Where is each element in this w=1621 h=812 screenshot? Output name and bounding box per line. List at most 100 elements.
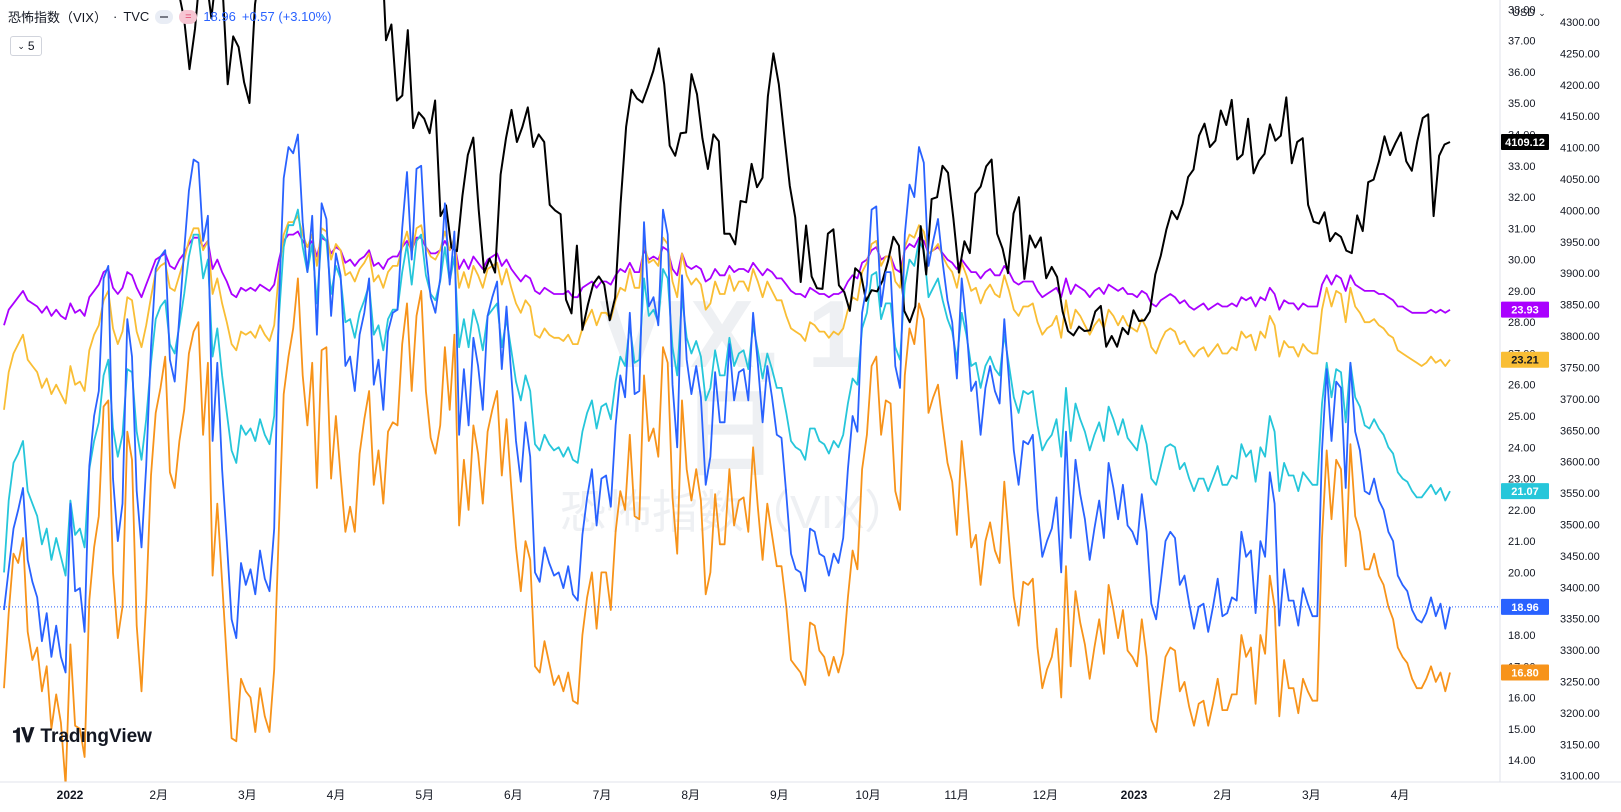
time-axis-tick: 4月 <box>1391 788 1410 802</box>
right-axis-tick: 3750.00 <box>1560 362 1600 374</box>
symbol-watermark: VIX, 1日 恐怖指数（VIX） <box>560 281 910 539</box>
right-axis-tick: 4150.00 <box>1560 111 1600 123</box>
right-axis-tick: 3800.00 <box>1560 331 1600 343</box>
last-value-label-cyan: 21.07 <box>1501 483 1549 500</box>
last-value-label-purple: 23.93 <box>1501 301 1549 318</box>
right-axis-tick: 4050.00 <box>1560 174 1600 186</box>
right-axis-tick: 3450.00 <box>1560 551 1600 563</box>
exchange-label: TVC <box>123 9 150 24</box>
left-axis-tick: 26.00 <box>1508 380 1536 392</box>
right-axis-tick: 4000.00 <box>1560 205 1600 217</box>
series-line-spx <box>179 0 1451 348</box>
left-axis-tick: 28.00 <box>1508 317 1536 329</box>
left-axis-tick: 25.00 <box>1508 411 1536 423</box>
title-separator: · <box>112 9 118 24</box>
svg-text:16.80: 16.80 <box>1511 668 1539 680</box>
series-line-cyan <box>3 208 1451 577</box>
series-line-yellow <box>3 214 1451 410</box>
right-axis-tick: 4250.00 <box>1560 48 1600 60</box>
left-axis-tick: 33.00 <box>1508 161 1536 173</box>
time-axis-tick: 9月 <box>770 788 789 802</box>
time-axis-tick: 3月 <box>1302 788 1321 802</box>
interval-toggle[interactable]: ⌄ 5 <box>10 36 42 56</box>
currency-label: USD <box>1512 7 1536 19</box>
right-axis-tick: 3400.00 <box>1560 582 1600 594</box>
left-axis-tick: 21.00 <box>1508 536 1536 548</box>
left-axis-tick: 30.00 <box>1508 255 1536 267</box>
left-axis-tick: 15.00 <box>1508 724 1536 736</box>
left-axis-tick: 22.00 <box>1508 505 1536 517</box>
currency-selector[interactable]: USD ⌄ <box>1512 7 1546 19</box>
price-change: +0.57 (+3.10%) <box>241 9 332 24</box>
left-axis-tick: 29.00 <box>1508 286 1536 298</box>
series-line-vix <box>3 133 1451 674</box>
left-axis-tick: 32.00 <box>1508 192 1536 204</box>
right-axis-tick: 3100.00 <box>1560 771 1600 783</box>
right-axis-tick: 4300.00 <box>1560 17 1600 29</box>
series-line-purple <box>3 230 1451 326</box>
last-value-label-orange: 16.80 <box>1501 664 1549 681</box>
right-axis-tick: 3250.00 <box>1560 677 1600 689</box>
left-axis-tick: 37.00 <box>1508 36 1536 48</box>
svg-text:21.07: 21.07 <box>1511 486 1539 498</box>
time-axis-tick: 2023 <box>1121 788 1148 802</box>
left-axis-tick: 24.00 <box>1508 442 1536 454</box>
left-axis-tick: 36.00 <box>1508 67 1536 79</box>
tradingview-wordmark: TradingView <box>40 725 152 747</box>
time-axis-tick: 2月 <box>1213 788 1232 802</box>
left-axis-tick: 14.00 <box>1508 755 1536 767</box>
left-axis-tick: 31.00 <box>1508 223 1536 235</box>
time-axis-tick: 4月 <box>327 788 346 802</box>
watermark-ticker: VIX, 1日 <box>599 281 861 488</box>
last-value-label-spx: 4109.12 <box>1501 133 1549 150</box>
legend-header: 恐怖指数（VIX） · TVC = 18.96 +0.57 (+3.10%) <box>8 7 331 26</box>
time-axis-tick: 3月 <box>238 788 257 802</box>
left-axis-tick: 35.00 <box>1508 98 1536 110</box>
right-axis-tick: 3300.00 <box>1560 645 1600 657</box>
right-axis-tick: 3200.00 <box>1560 708 1600 720</box>
interval-value: 5 <box>27 39 35 53</box>
tradingview-mark-icon: 𝟏𝐕 <box>12 725 34 747</box>
left-axis-tick: 23.00 <box>1508 474 1536 486</box>
right-axis-tick: 3350.00 <box>1560 614 1600 626</box>
visibility-toggle-icon[interactable] <box>155 9 174 24</box>
time-axis-tick: 2022 <box>57 788 84 802</box>
last-value-label-yellow: 23.21 <box>1501 351 1549 368</box>
left-axis-tick: 18.00 <box>1508 630 1536 642</box>
last-value-label-vix: 18.96 <box>1501 598 1549 615</box>
time-axis-tick: 12月 <box>1033 788 1058 802</box>
right-axis-tick: 4100.00 <box>1560 143 1600 155</box>
series-line-orange <box>3 277 1451 786</box>
symbol-title[interactable]: 恐怖指数（VIX） <box>8 10 107 25</box>
right-axis-tick: 3500.00 <box>1560 519 1600 531</box>
right-axis-tick: 3850.00 <box>1560 300 1600 312</box>
svg-text:4109.12: 4109.12 <box>1505 137 1545 149</box>
right-axis-tick: 3950.00 <box>1560 237 1600 249</box>
tradingview-logo[interactable]: 𝟏𝐕 TradingView <box>12 725 152 748</box>
time-axis-tick: 5月 <box>415 788 434 802</box>
time-axis-tick: 11月 <box>944 788 968 802</box>
left-axis-tick: 38.00 <box>1508 4 1536 16</box>
time-axis-tick: 7月 <box>593 788 612 802</box>
time-axis-tick: 6月 <box>504 788 523 802</box>
right-axis-tick: 4200.00 <box>1560 80 1600 92</box>
time-axis-tick: 8月 <box>681 788 700 802</box>
chevron-down-icon: ⌄ <box>1538 7 1546 18</box>
time-axis-tick: 2月 <box>149 788 168 802</box>
last-price: 18.96 <box>203 9 236 24</box>
time-scale-panel[interactable] <box>0 782 1621 812</box>
right-axis-tick: 3700.00 <box>1560 394 1600 406</box>
svg-text:18.96: 18.96 <box>1511 602 1539 614</box>
chevron-down-icon: ⌄ <box>17 40 25 51</box>
settings-equal-icon[interactable]: = <box>179 9 198 24</box>
right-axis-tick: 3150.00 <box>1560 739 1600 751</box>
right-axis-tick: 3900.00 <box>1560 268 1600 280</box>
left-axis-tick: 20.00 <box>1508 567 1536 579</box>
time-axis-tick: 10月 <box>855 788 880 802</box>
svg-text:23.21: 23.21 <box>1511 355 1539 367</box>
left-axis-tick: 16.00 <box>1508 693 1536 705</box>
right-axis-tick: 3650.00 <box>1560 425 1600 437</box>
right-axis-tick: 3600.00 <box>1560 457 1600 469</box>
